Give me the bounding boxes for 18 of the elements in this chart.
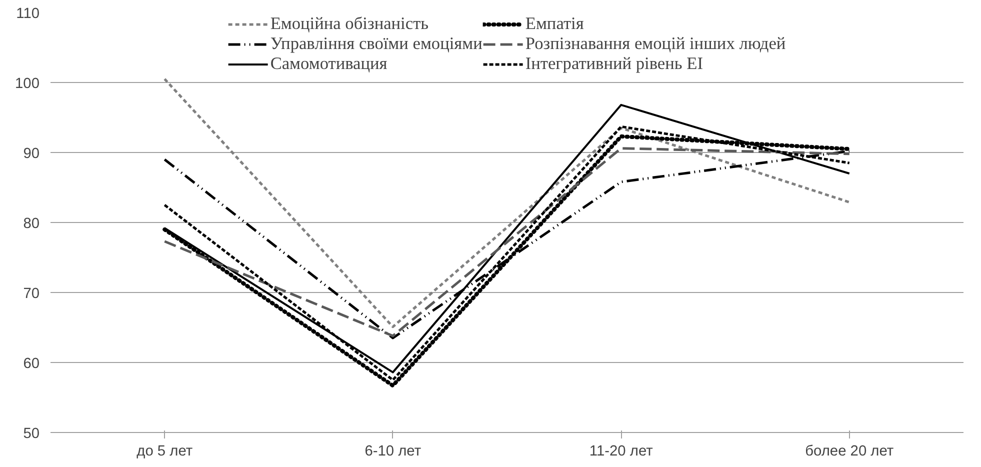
x-tick-label: более 20 лет [805, 444, 894, 460]
y-tick-label: 80 [23, 216, 40, 232]
legend-label: Управління своїми емоціями [270, 34, 482, 54]
y-tick-label: 60 [23, 356, 40, 372]
x-tick-label: до 5 лет [136, 444, 193, 460]
y-tick-label: 90 [23, 146, 40, 162]
legend-label: Емоційна обізнаність [270, 14, 429, 34]
legend-label: Розпізнавання емоцій інших людей [525, 34, 786, 54]
y-tick-label: 50 [23, 426, 40, 442]
y-tick-label: 70 [23, 286, 40, 302]
y-tick-label: 110 [16, 6, 40, 22]
x-tick-label: 6-10 лет [364, 444, 422, 460]
x-tick-label: 11-20 лет [589, 444, 654, 460]
line-series [163, 78, 851, 328]
legend-label: Інтегративний рівень ЕІ [525, 54, 703, 74]
y-tick-label: 100 [15, 76, 40, 92]
legend-label: Самомотивация [270, 54, 388, 74]
legend-label: Емпатія [525, 14, 584, 34]
